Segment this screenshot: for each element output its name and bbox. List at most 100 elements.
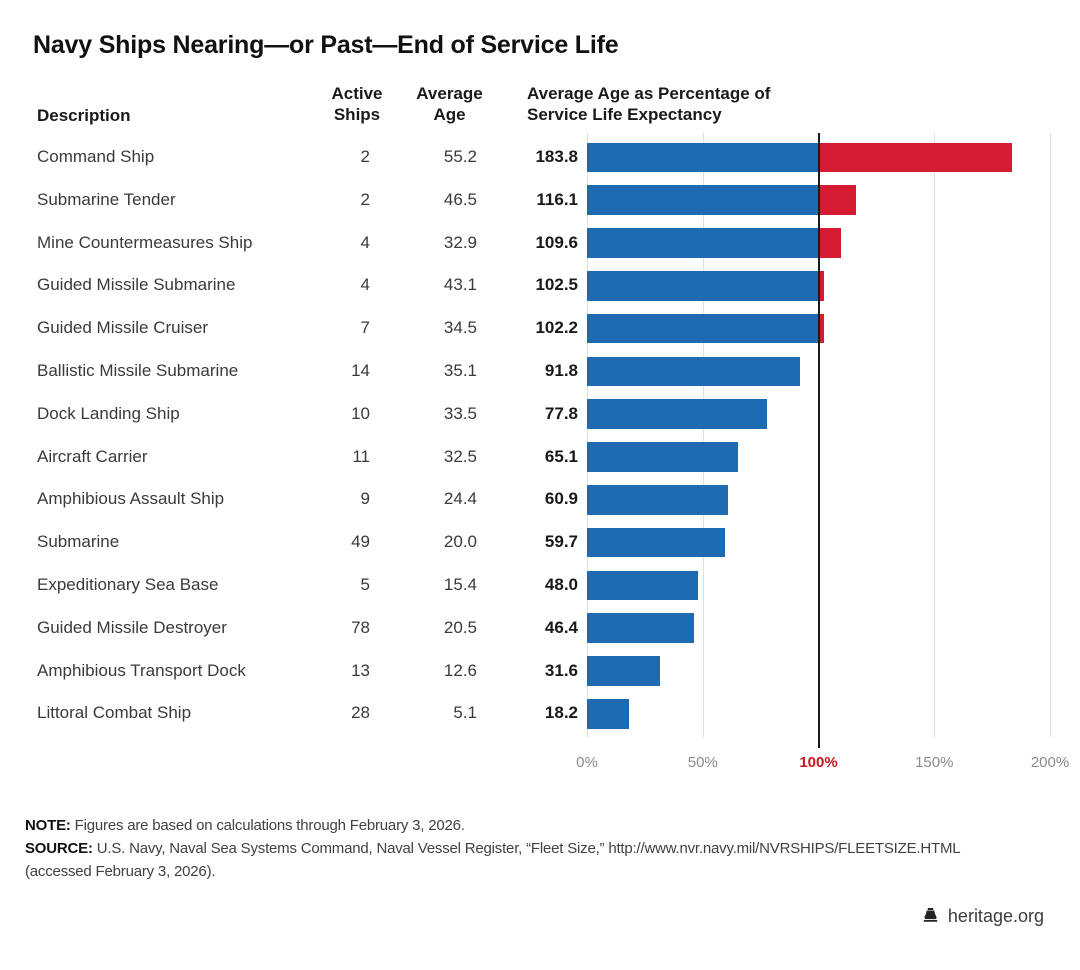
- column-header-line: Ships: [333, 105, 381, 124]
- ship-description: Guided Missile Destroyer: [37, 617, 227, 637]
- table-row: Guided Missile Submarine 4 43.1 102.5: [0, 264, 1080, 307]
- pct-value: 18.2: [544, 703, 578, 723]
- column-header-active-ships: Active Ships: [312, 83, 402, 125]
- bar: [587, 484, 1050, 515]
- column-header-chart: Average Age as Percentage of Service Lif…: [527, 83, 770, 125]
- x-tick-label: 150%: [915, 754, 954, 771]
- bar-red-segment: [818, 142, 1013, 173]
- bar: [587, 313, 1050, 344]
- ship-description: Guided Missile Submarine: [37, 275, 236, 295]
- average-age-value: 32.5: [443, 446, 477, 466]
- bar-red-segment: [818, 313, 824, 344]
- table-row: Littoral Combat Ship 28 5.1 18.2: [0, 692, 1080, 735]
- table-row: Command Ship 2 55.2 183.8: [0, 136, 1080, 179]
- pct-value: 77.8: [544, 403, 578, 423]
- ship-description: Amphibious Assault Ship: [37, 489, 225, 509]
- active-ships-value: 14: [351, 360, 370, 380]
- column-header-average-age: Average Age: [402, 83, 497, 125]
- ship-description: Submarine Tender: [37, 189, 176, 209]
- pct-value: 102.2: [535, 318, 578, 338]
- table-row: Ballistic Missile Submarine 14 35.1 91.8: [0, 350, 1080, 393]
- gridline: [1050, 133, 1051, 737]
- bar: [587, 527, 1050, 558]
- active-ships-value: 9: [360, 489, 370, 509]
- column-header-line: Average: [416, 84, 483, 103]
- gridline: [934, 133, 936, 737]
- active-ships-value: 5: [360, 574, 370, 594]
- note-line: NOTE: Figures are based on calculations …: [25, 814, 960, 837]
- bar-blue-segment: [587, 613, 695, 643]
- average-age-value: 34.5: [443, 318, 477, 338]
- brand-text: heritage.org: [947, 906, 1044, 926]
- bar-blue-segment: [587, 142, 819, 173]
- active-ships-value: 11: [352, 446, 370, 466]
- pct-value: 183.8: [535, 147, 578, 166]
- bar-blue-segment: [587, 313, 819, 344]
- table-row: Guided Missile Destroyer 78 20.5 46.4: [0, 607, 1080, 650]
- bar-blue-segment: [587, 527, 726, 558]
- average-age-value: 32.9: [443, 232, 477, 252]
- source-line: SOURCE: U.S. Navy, Naval Sea Systems Com…: [25, 837, 961, 860]
- average-age-value: 20.5: [443, 617, 477, 637]
- bar: [587, 270, 1050, 301]
- x-tick-label: 0%: [576, 754, 598, 771]
- ship-description: Ballistic Missile Submarine: [37, 360, 239, 380]
- average-age-value: 24.4: [443, 489, 477, 509]
- bar-blue-segment: [587, 698, 630, 729]
- active-ships-value: 13: [351, 660, 370, 680]
- column-header-description: Description: [37, 106, 131, 125]
- active-ships-value: 28: [351, 703, 370, 723]
- average-age-value: 33.5: [443, 403, 477, 423]
- x-tick-label: 50%: [687, 754, 718, 771]
- bar: [587, 228, 1050, 258]
- bar-blue-segment: [587, 399, 768, 429]
- pct-value: 102.5: [535, 275, 578, 295]
- bar-blue-segment: [587, 228, 819, 258]
- bar-red-segment: [818, 270, 825, 301]
- gridline: [702, 133, 704, 737]
- active-ships-value: 7: [360, 318, 370, 338]
- liberty-bell-icon: [923, 907, 938, 922]
- pct-value: 109.6: [535, 232, 578, 252]
- bar: [587, 656, 1050, 686]
- bar: [587, 698, 1050, 729]
- pct-value: 31.6: [544, 660, 578, 680]
- source-label: SOURCE:: [25, 840, 93, 857]
- bar-blue-segment: [587, 484, 728, 515]
- average-age-value: 15.4: [443, 574, 477, 594]
- active-ships-value: 2: [360, 147, 370, 166]
- bar-blue-segment: [587, 356, 800, 387]
- ship-description: Aircraft Carrier: [37, 446, 148, 466]
- active-ships-value: 10: [351, 403, 370, 423]
- column-header-line: Active: [331, 84, 383, 103]
- bar: [587, 399, 1050, 429]
- column-header-line: Service Life Expectancy: [527, 105, 722, 124]
- bar-blue-segment: [587, 570, 699, 601]
- page-title: Navy Ships Nearing—or Past—End of Servic…: [33, 30, 619, 59]
- table-row: Mine Countermeasures Ship 4 32.9 109.6: [0, 222, 1080, 265]
- notes-block: NOTE: Figures are based on calculations …: [25, 814, 961, 883]
- bar: [587, 570, 1050, 601]
- ship-description: Expeditionary Sea Base: [37, 574, 219, 594]
- pct-value: 46.4: [544, 617, 578, 637]
- pct-value: 59.7: [544, 532, 578, 552]
- ship-description: Command Ship: [37, 147, 155, 166]
- source-line-2: (accessed February 3, 2026).: [25, 863, 216, 880]
- column-header-line: Average Age as Percentage of: [527, 84, 771, 103]
- average-age-value: 20.0: [443, 532, 477, 552]
- ship-description: Littoral Combat Ship: [37, 703, 192, 723]
- bar-red-segment: [818, 228, 841, 258]
- table-row: Amphibious Transport Dock 13 12.6 31.6: [0, 650, 1080, 693]
- footer-brand: heritage.org: [921, 906, 1044, 927]
- table-row: Submarine 49 20.0 59.7: [0, 521, 1080, 564]
- ship-description: Submarine: [37, 532, 120, 552]
- average-age-value: 5.1: [453, 703, 477, 723]
- table-row: Submarine Tender 2 46.5 116.1: [0, 179, 1080, 222]
- pct-value: 91.8: [544, 360, 578, 380]
- active-ships-value: 4: [360, 275, 370, 295]
- x-tick-label: 200%: [1030, 754, 1070, 771]
- active-ships-value: 78: [351, 617, 370, 637]
- ship-description: Dock Landing Ship: [37, 403, 180, 423]
- bar-red-segment: [818, 185, 856, 215]
